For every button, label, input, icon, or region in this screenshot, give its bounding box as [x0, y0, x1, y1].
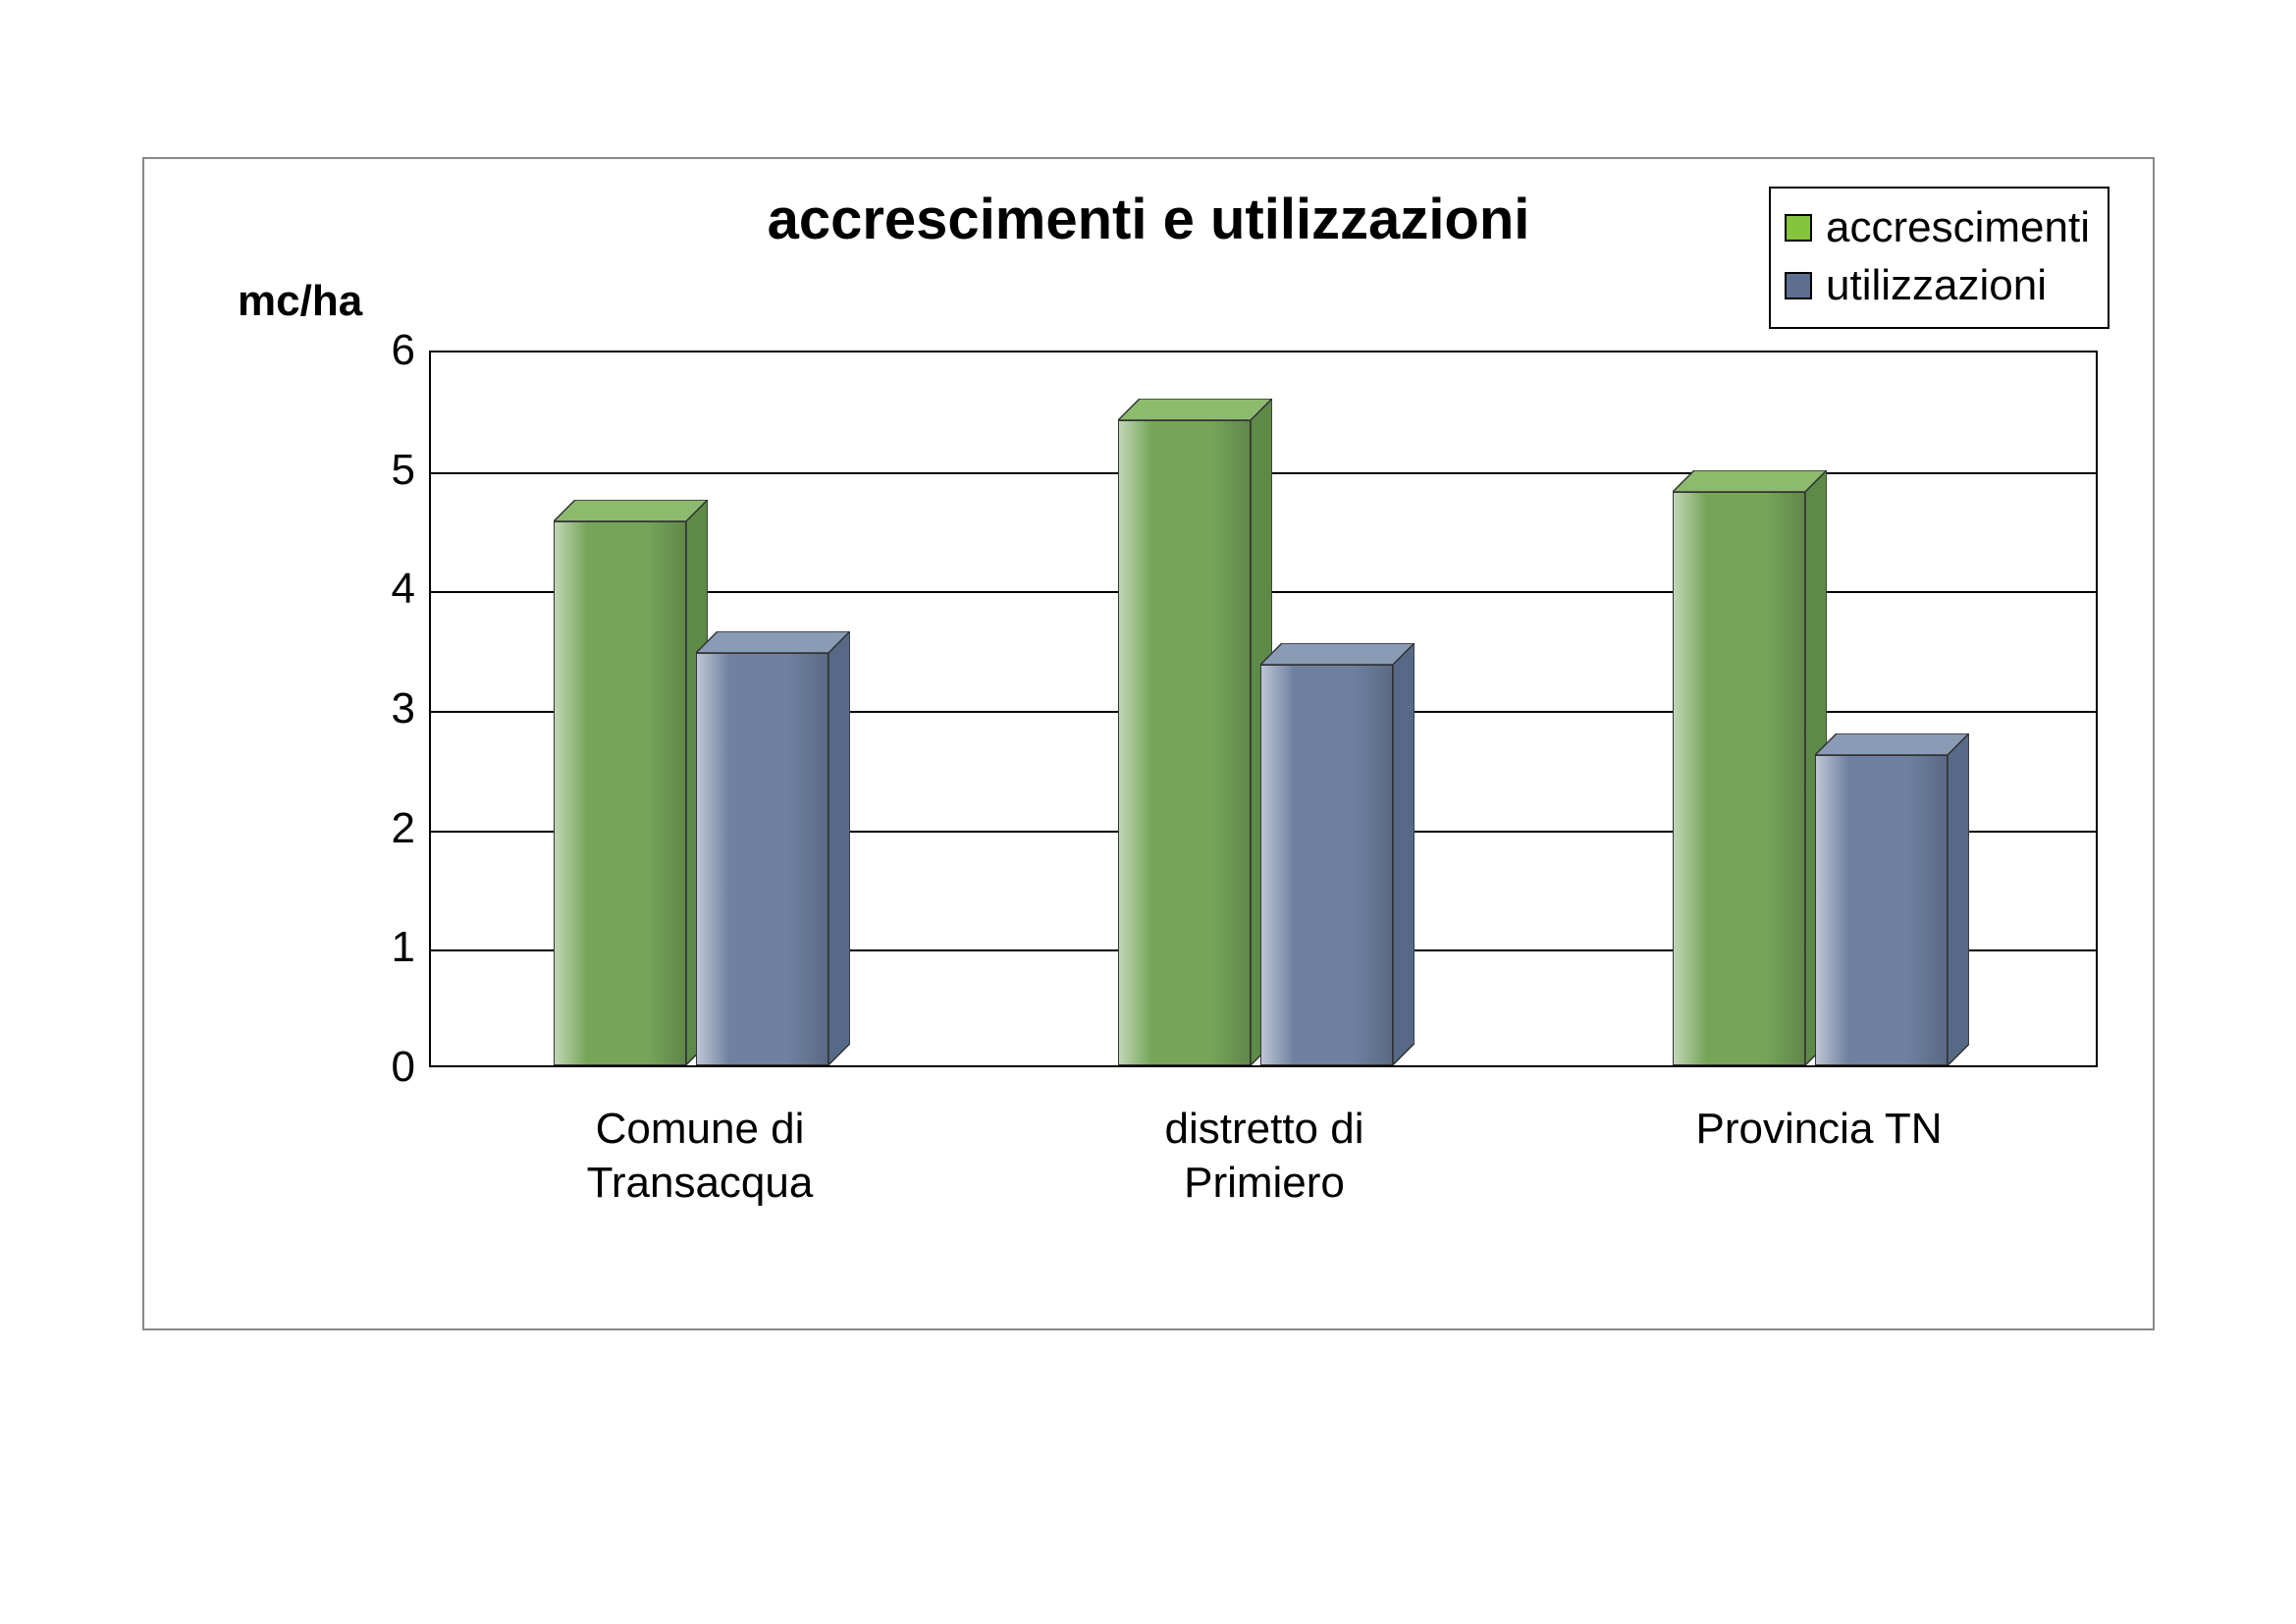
- chart-frame: accrescimenti e utilizzazioni mc/ha accr…: [142, 157, 2155, 1330]
- legend-item-accrescimenti: accrescimenti: [1785, 198, 2090, 256]
- bar: [554, 500, 686, 1065]
- y-tick-label: 1: [356, 923, 415, 972]
- legend-swatch-utilizzazioni: [1785, 272, 1812, 299]
- legend-label: utilizzazioni: [1826, 256, 2047, 314]
- legend-label: accrescimenti: [1826, 198, 2090, 256]
- x-axis-label: distretto diPrimiero: [1039, 1102, 1490, 1210]
- legend-item-utilizzazioni: utilizzazioni: [1785, 256, 2090, 314]
- bar: [1673, 470, 1805, 1065]
- y-tick-label: 4: [356, 565, 415, 614]
- y-tick-label: 5: [356, 446, 415, 495]
- y-tick-label: 2: [356, 804, 415, 853]
- y-tick-label: 3: [356, 684, 415, 733]
- y-tick-label: 6: [356, 326, 415, 375]
- bar: [1260, 643, 1393, 1065]
- legend-swatch-accrescimenti: [1785, 214, 1812, 242]
- bar: [1815, 733, 1948, 1065]
- y-axis-title: mc/ha: [238, 277, 362, 326]
- bar: [1118, 399, 1251, 1065]
- x-axis-label: Provincia TN: [1593, 1102, 2045, 1156]
- x-axis-label: Comune diTransacqua: [474, 1102, 926, 1210]
- bar: [696, 631, 828, 1065]
- y-tick-label: 0: [356, 1043, 415, 1092]
- legend: accrescimenti utilizzazioni: [1769, 187, 2109, 329]
- plot-area: [429, 351, 2098, 1067]
